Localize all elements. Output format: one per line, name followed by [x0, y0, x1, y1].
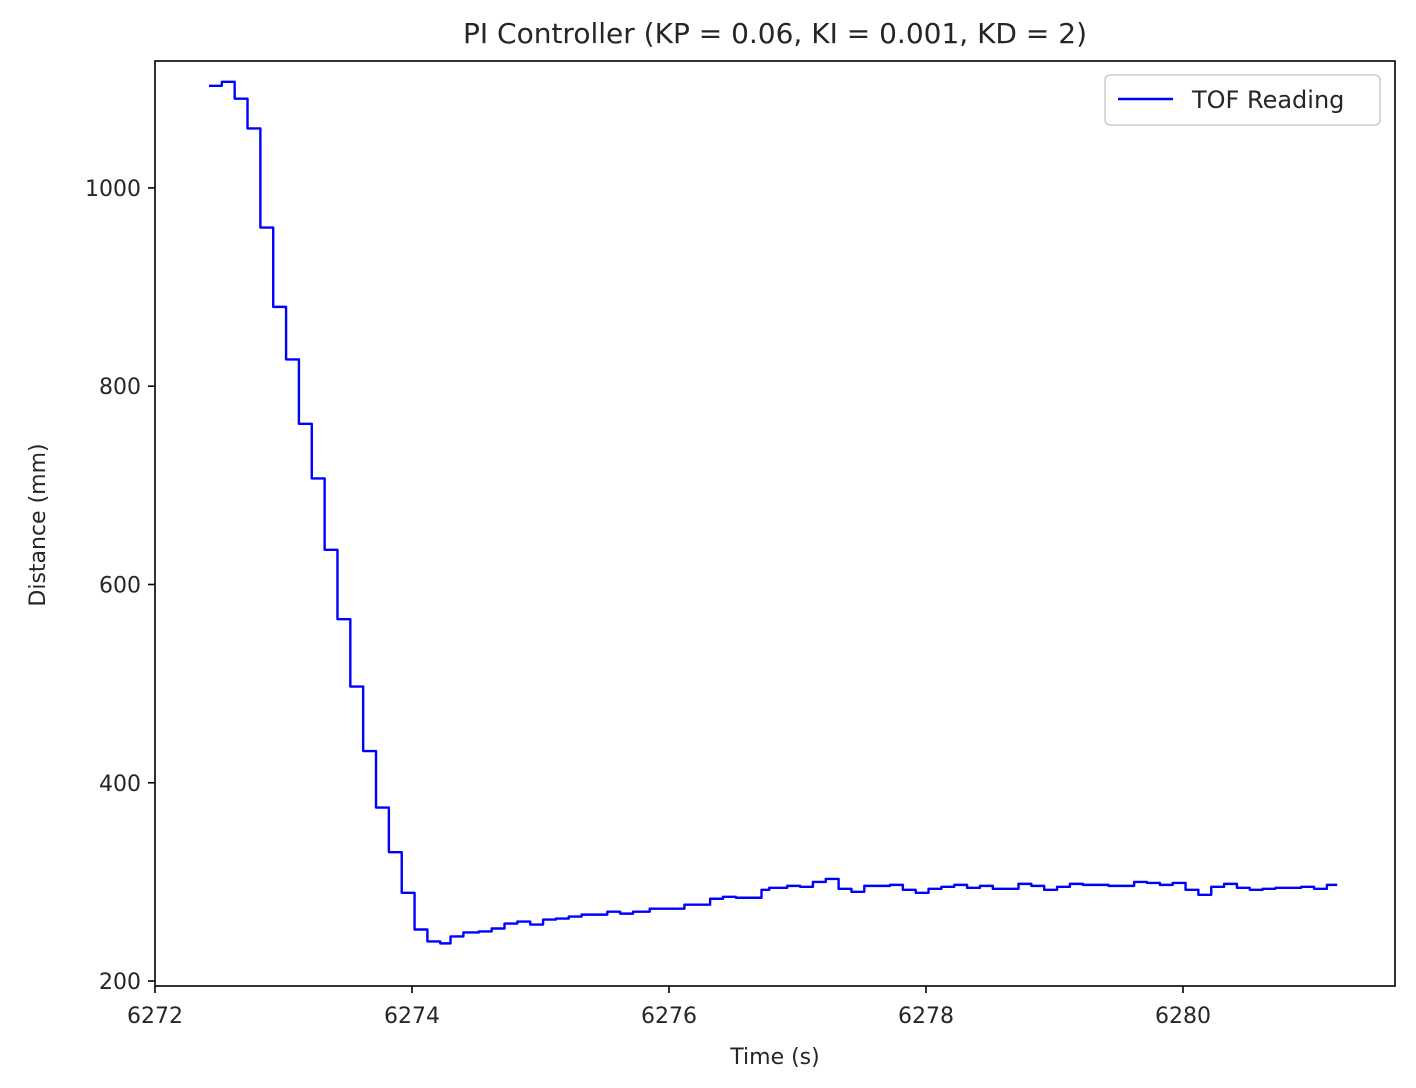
x-axis-ticks: 6272 6274 6276 6278 6280 [127, 986, 1211, 1029]
x-tick-label: 6276 [641, 1004, 697, 1029]
x-tick-label: 6280 [1155, 1004, 1211, 1029]
x-tick-label: 6272 [127, 1004, 183, 1029]
plot-area-frame [154, 60, 1396, 987]
x-axis-label: Time (s) [729, 1045, 819, 1070]
x-tick-label: 6278 [898, 1004, 954, 1029]
chart-title: PI Controller (KP = 0.06, KI = 0.001, KD… [463, 17, 1087, 50]
y-tick-label: 200 [99, 970, 141, 995]
y-tick-label: 800 [99, 375, 141, 400]
y-tick-label: 400 [99, 772, 141, 797]
x-tick-label: 6274 [384, 1004, 440, 1029]
legend: TOF Reading [1104, 74, 1381, 126]
y-tick-label: 600 [99, 573, 141, 598]
y-axis-label: Distance (mm) [26, 443, 51, 606]
y-axis-ticks: 200 400 600 800 1000 [85, 177, 155, 995]
legend-label-tof-reading: TOF Reading [1191, 86, 1344, 114]
y-tick-label: 1000 [85, 177, 141, 202]
legend-box [1104, 74, 1381, 126]
series-layer [208, 80, 1338, 945]
series-line-tof-reading [208, 80, 1338, 945]
